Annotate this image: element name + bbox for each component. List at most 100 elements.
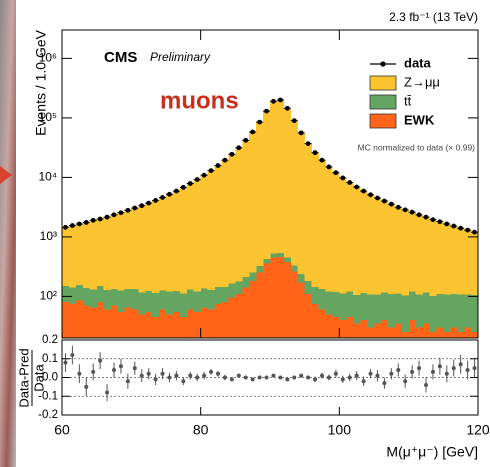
ratio-point [424,383,428,387]
histogram-bar [62,285,70,303]
histogram-bar [228,297,236,338]
histogram-bar [124,289,132,308]
data-point [70,223,75,228]
histogram-bar [89,220,97,290]
histogram-bar [422,217,430,293]
ratio-point [118,364,123,369]
y-tick-label: 10⁵ [39,110,57,124]
histogram-bar [429,296,437,333]
histogram-bar [263,111,271,259]
histogram-bar [346,317,354,338]
data-point [243,137,249,143]
histogram-bar [152,292,160,318]
ratio-point [361,379,366,384]
histogram-bar [318,160,326,290]
ratio-point [167,375,172,380]
data-point [395,204,401,210]
histogram-bar [464,294,472,328]
data-point [278,97,283,103]
histogram-bar [304,143,312,282]
histogram-bar [172,311,181,338]
histogram-bar [256,122,264,267]
ratio-point [243,375,248,380]
x-tick-label: 60 [54,422,70,438]
y-tick-label: 10² [40,289,57,303]
ratio-point [403,379,408,384]
histogram-bar [415,327,423,338]
histogram-bar [256,272,264,338]
histogram-bar [68,303,77,338]
histogram-bar [124,210,132,290]
histogram-bar [152,317,160,338]
histogram-bar [96,302,104,338]
histogram-bar [263,258,271,264]
histogram-bar [415,214,423,295]
ratio-point [368,371,373,376]
data-point [146,200,152,206]
data-point [180,184,186,190]
histogram-bar [471,332,478,338]
histogram-bar [471,232,478,296]
ratio-point [465,368,470,372]
ratio-point [389,371,394,376]
histogram-bar [96,218,104,286]
data-point [174,188,179,194]
histogram-bar [221,302,229,338]
data-point [76,221,82,227]
ratio-point [139,373,144,378]
ratio-point [236,373,241,378]
data-point [257,119,262,125]
histogram-bar [450,294,458,328]
histogram-bar [401,295,409,333]
histogram-bar [68,287,77,304]
data-point [187,181,193,186]
x-tick-label: 80 [193,422,209,438]
legend-label: EWK [404,112,435,127]
histogram-bar [283,257,292,262]
ratio-point [430,369,435,374]
histogram-bar [270,101,278,254]
histogram-bar [200,288,208,308]
histogram-bar [200,175,208,289]
histogram-bar [186,309,195,338]
ratio-point [437,364,442,369]
histogram-bar [436,327,444,338]
histogram-bar [360,320,368,338]
legend-label: Z→μμ [404,74,440,89]
histogram-bar [297,132,305,275]
ratio-point [91,369,96,374]
histogram-bar [270,257,278,338]
histogram-bar [380,292,389,321]
ratio-point [222,375,227,380]
histogram-bar [380,320,389,338]
histogram-bar [242,287,250,338]
ratio-y-label-numerator: Data-Pred [16,348,31,407]
ratio-y-tick-label: 0.1 [42,353,58,365]
ratio-point [202,373,207,378]
ratio-point [132,366,137,371]
data-point [347,180,353,185]
histogram-bar [75,284,84,301]
status: Preliminary [150,50,211,64]
histogram-bar [276,256,285,338]
histogram-bar [311,286,319,304]
histogram-bar [110,288,118,306]
channel-label: muons [160,87,239,114]
data-point [222,157,228,163]
histogram-bar [367,327,375,338]
histogram-bar [464,327,472,338]
ratio-point [333,371,338,376]
data-point [63,224,68,230]
data-point [423,214,429,220]
histogram-bar [228,283,236,298]
histogram-bar [374,198,382,295]
histogram-bar [235,147,243,282]
data-point [104,214,110,220]
data-point [319,157,325,163]
histogram-bar [374,323,382,338]
data-point [444,221,450,227]
data-point [139,203,145,209]
data-point [430,217,436,223]
data-point [472,229,477,235]
